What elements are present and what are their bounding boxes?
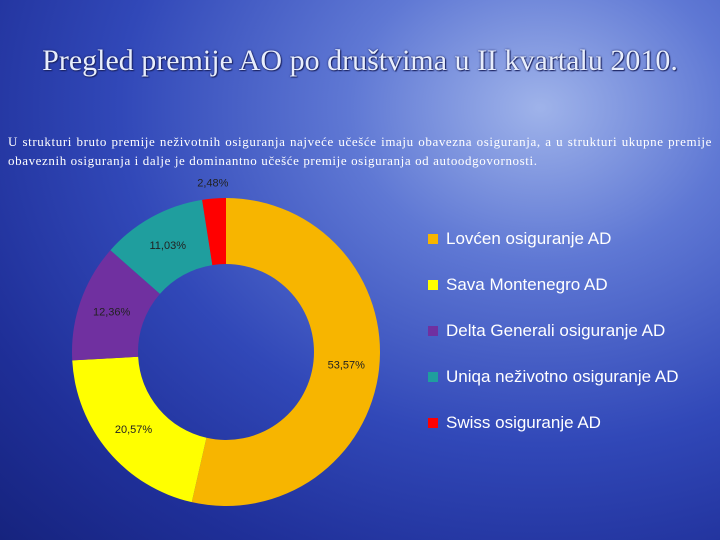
donut-slice — [110, 199, 213, 294]
donut-slice — [191, 198, 380, 506]
legend-item: Lovćen osiguranje AD — [428, 228, 688, 249]
donut-slice — [202, 198, 226, 266]
legend-item: Swiss osiguranje AD — [428, 412, 688, 433]
legend-swatch — [428, 372, 438, 382]
legend-swatch — [428, 234, 438, 244]
legend-swatch — [428, 418, 438, 428]
legend-item: Uniqa neživotno osiguranje AD — [428, 366, 688, 387]
slice-label: 11,03% — [149, 240, 186, 252]
donut-slice — [72, 356, 207, 503]
legend-label: Sava Montenegro AD — [446, 275, 608, 294]
intro-text: U strukturi bruto premije neživotnih osi… — [8, 134, 712, 168]
legend-label: Delta Generali osiguranje AD — [446, 321, 666, 340]
slice-label: 20,57% — [115, 424, 153, 436]
legend-item: Sava Montenegro AD — [428, 274, 688, 295]
slice-label: 2,48% — [197, 177, 228, 189]
slide-title: Pregled premije AO po društvima u II kva… — [42, 44, 678, 77]
legend-label: Swiss osiguranje AD — [446, 413, 601, 432]
slice-label: 12,36% — [93, 306, 131, 318]
legend-label: Lovćen osiguranje AD — [446, 229, 612, 248]
slice-label: 53,57% — [328, 359, 366, 371]
legend-item: Delta Generali osiguranje AD — [428, 320, 688, 341]
legend-swatch — [428, 280, 438, 290]
legend-label: Uniqa neživotno osiguranje AD — [446, 367, 679, 386]
legend-swatch — [428, 326, 438, 336]
donut-slice — [71, 250, 160, 361]
legend: Lovćen osiguranje AD Sava Montenegro AD De… — [428, 228, 688, 458]
